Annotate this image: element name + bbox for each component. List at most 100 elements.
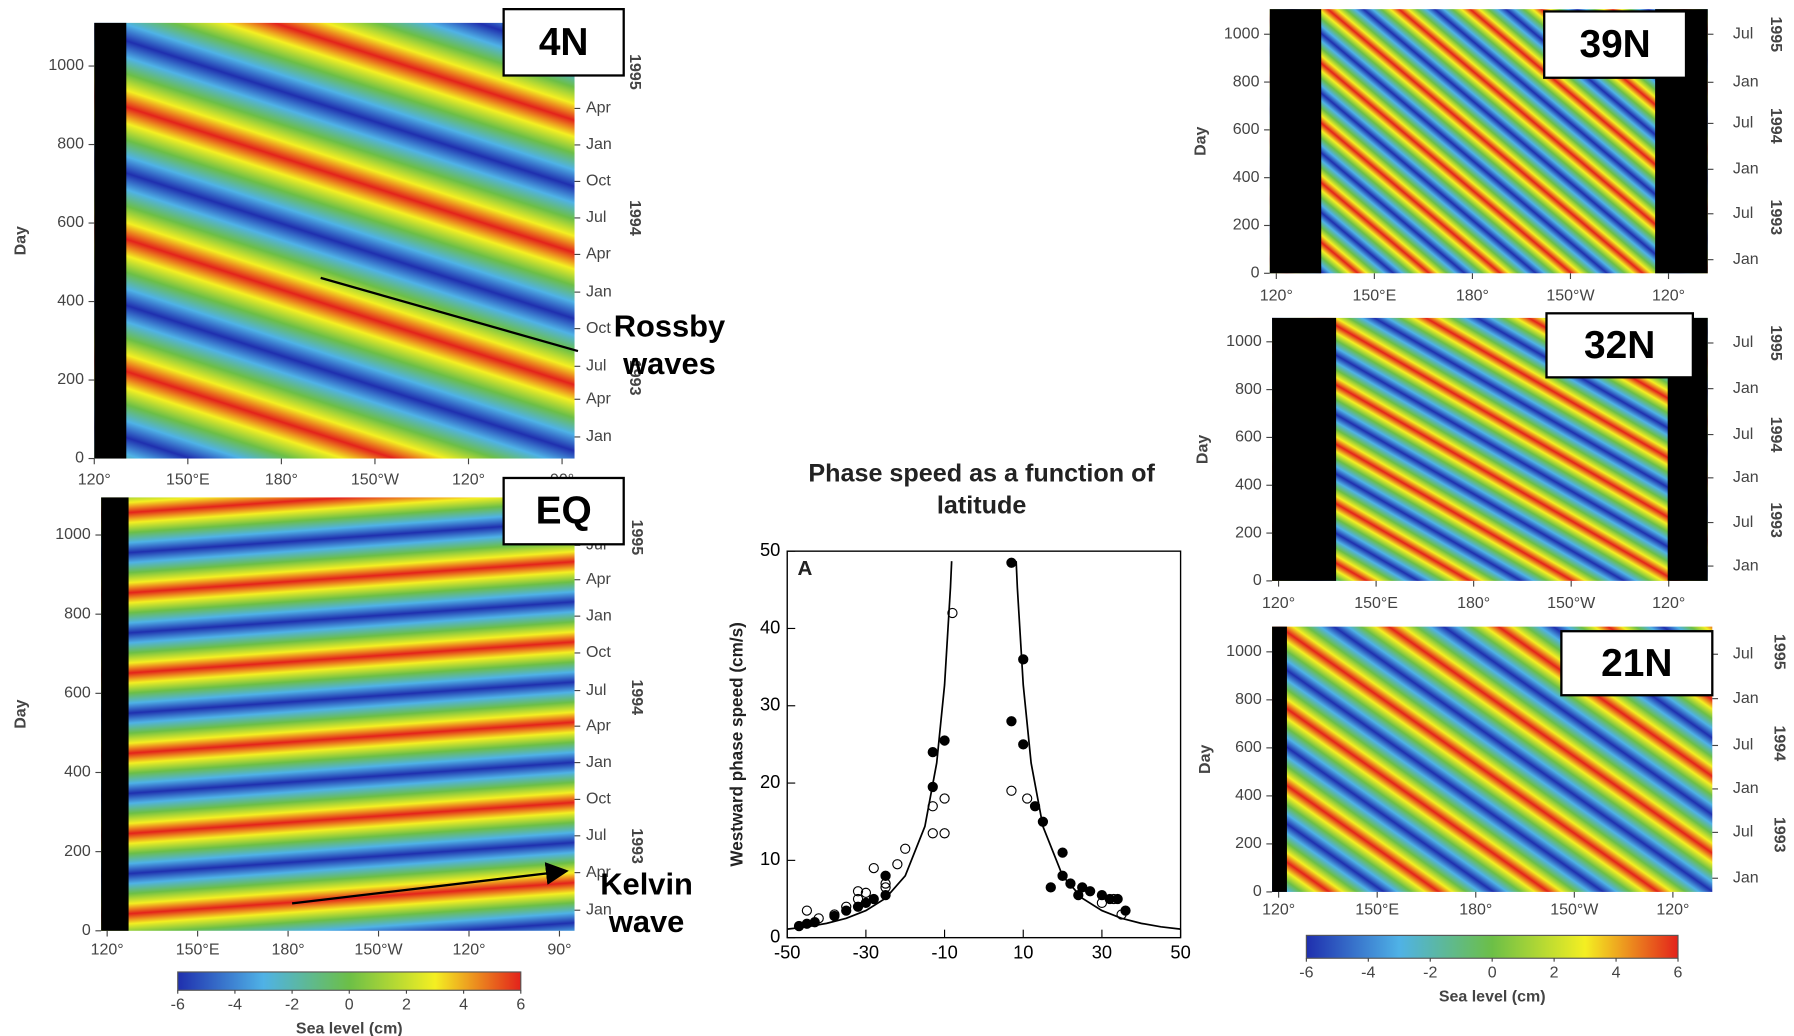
x-tick-label: 120° (78, 471, 111, 488)
data-point (860, 887, 872, 898)
x-tick-label: -30 (853, 941, 879, 962)
data-point (841, 901, 852, 912)
year-label: 1993 (1767, 502, 1784, 538)
y-tick-label: 1000 (1224, 25, 1260, 42)
data-point (939, 793, 950, 804)
y-tick-label: 1000 (55, 526, 91, 543)
month-label: Jul (586, 682, 606, 699)
month-label: Jan (1733, 469, 1759, 486)
land-mask (1269, 9, 1322, 274)
sea-level-field (94, 22, 575, 459)
month-label: Apr (586, 390, 612, 407)
year-label: 1994 (628, 679, 645, 715)
y-tick-label: 10 (760, 848, 780, 869)
x-tick-label: 30 (1092, 941, 1112, 962)
data-point (1029, 801, 1041, 812)
month-label: Jan (1733, 161, 1759, 178)
colorbar-tick-label: 0 (345, 996, 354, 1013)
month-label: Apr (586, 246, 612, 263)
y-tick-label: 200 (57, 371, 84, 388)
colorbar-tick-label: -4 (1361, 964, 1375, 981)
sea-level-field (101, 497, 575, 931)
y-tick-label: 0 (770, 925, 780, 946)
x-tick-label: 180° (265, 471, 298, 488)
y-tick-label: 400 (1233, 169, 1260, 186)
panel-label-box (1560, 630, 1714, 697)
data-point (927, 781, 938, 793)
land-mask (101, 497, 129, 931)
data-point (927, 828, 938, 839)
data-point (1006, 557, 1017, 568)
annotation: Rossby (614, 308, 725, 343)
y-axis-label: Day (1197, 745, 1214, 774)
month-label: Jan (586, 607, 612, 624)
x-tick-label: 120° (1262, 901, 1295, 918)
year-label: 1993 (626, 360, 643, 396)
colorbar-tick-label: 6 (516, 996, 525, 1013)
x-tick-label: 150°W (1547, 595, 1596, 612)
month-label: Jan (1733, 74, 1759, 91)
x-tick-label: 10 (1013, 941, 1033, 962)
month-label: Jan (586, 136, 612, 153)
colorbar-label: Sea level (cm) (296, 1020, 403, 1036)
data-point (947, 607, 958, 619)
year-label: 1995 (1767, 325, 1784, 361)
data-point (1112, 893, 1123, 905)
month-label: Jan (586, 754, 612, 771)
year-label: 1993 (628, 828, 645, 864)
y-axis-label: Day (12, 226, 29, 255)
y-tick-label: 600 (57, 214, 84, 231)
y-axis-label: Westward phase speed (cm/s) (727, 622, 747, 867)
data-point (852, 886, 864, 897)
data-point (880, 889, 891, 901)
panel-label-box (502, 476, 625, 546)
data-point (939, 735, 950, 746)
data-point (809, 917, 820, 928)
year-label: 1993 (1770, 817, 1787, 853)
colorbar-tick-label: 4 (1612, 964, 1621, 981)
data-point (927, 801, 938, 812)
y-tick-label: 200 (1233, 217, 1260, 234)
x-tick-label: 150°W (351, 471, 400, 488)
annotation: wave (608, 904, 685, 939)
colorbar-tick-label: 6 (1674, 964, 1683, 981)
panel-label: 32N (1584, 324, 1655, 367)
month-label: Oct (586, 791, 611, 808)
data-point (939, 828, 950, 839)
y-tick-label: 800 (1235, 691, 1262, 708)
data-point (829, 909, 840, 920)
year-label: 1993 (1767, 200, 1784, 236)
x-tick-label: 150°E (1354, 595, 1398, 612)
x-tick-label: 180° (272, 941, 305, 958)
year-label: 1994 (626, 200, 643, 236)
data-point (1006, 716, 1017, 727)
data-point (868, 862, 879, 874)
month-label: Jan (586, 428, 612, 445)
month-label: Jul (586, 209, 606, 226)
land-mask (94, 22, 127, 459)
x-tick-label: 150°W (354, 941, 403, 958)
colorbar (1305, 934, 1679, 959)
x-tick-label: 120° (1652, 595, 1685, 612)
y-tick-label: 200 (64, 843, 91, 860)
year-label: 1994 (1767, 417, 1784, 453)
chart-title: Phase speed as a function of latitude (808, 459, 1155, 519)
colorbar-label: Sea level (cm) (1439, 988, 1546, 1005)
month-label: Jul (586, 827, 606, 844)
data-point (1057, 870, 1068, 881)
y-tick-label: 0 (1253, 883, 1262, 900)
plot-frame (786, 550, 1182, 939)
y-tick-label: 200 (1235, 835, 1262, 852)
x-tick-label: 120° (452, 941, 485, 958)
month-label: Oct (586, 320, 611, 337)
x-tick-label: 150°E (166, 471, 210, 488)
land-mask (1272, 317, 1337, 581)
month-label: Jul (1733, 737, 1753, 754)
y-tick-label: 600 (64, 685, 91, 702)
data-point (852, 893, 864, 905)
y-tick-label: 30 (760, 694, 780, 715)
month-label: Jan (1733, 251, 1759, 268)
data-point (1022, 793, 1033, 804)
colorbar-tick-label: 4 (459, 996, 468, 1013)
